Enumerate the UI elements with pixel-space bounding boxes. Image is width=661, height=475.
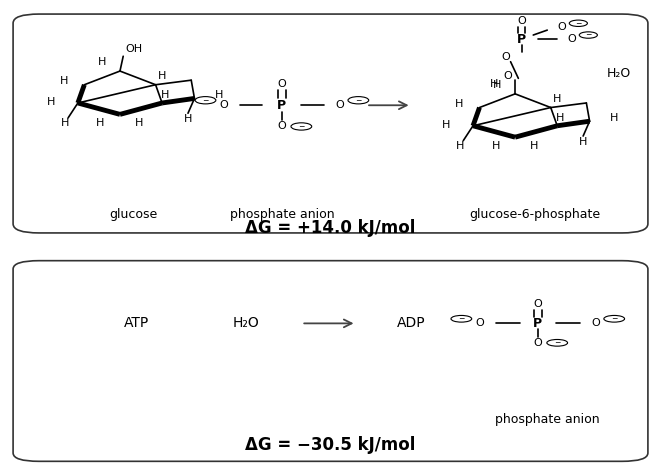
Text: H: H bbox=[158, 71, 167, 81]
Text: glucose-6-phosphate: glucose-6-phosphate bbox=[469, 208, 600, 221]
Text: O: O bbox=[592, 318, 600, 328]
Text: OH: OH bbox=[125, 44, 142, 55]
Text: −: − bbox=[575, 19, 582, 28]
Text: −: − bbox=[585, 30, 592, 39]
Text: O: O bbox=[278, 122, 286, 132]
Text: O: O bbox=[533, 338, 542, 348]
Text: −: − bbox=[554, 338, 561, 347]
Text: H: H bbox=[136, 118, 143, 129]
Text: ADP: ADP bbox=[397, 316, 426, 331]
Text: P: P bbox=[517, 33, 526, 46]
Text: −: − bbox=[298, 122, 305, 131]
Text: H: H bbox=[161, 90, 169, 100]
Text: H: H bbox=[61, 118, 69, 129]
Text: P: P bbox=[278, 99, 286, 112]
Text: H: H bbox=[490, 78, 498, 89]
Text: H: H bbox=[184, 114, 192, 124]
Text: H₂O: H₂O bbox=[607, 67, 631, 80]
Text: H₂O: H₂O bbox=[233, 316, 260, 331]
Text: H: H bbox=[98, 57, 106, 67]
Text: H: H bbox=[442, 120, 450, 130]
Text: H: H bbox=[46, 97, 55, 107]
Text: ΔG = −30.5 kJ/mol: ΔG = −30.5 kJ/mol bbox=[245, 436, 416, 454]
Text: H: H bbox=[493, 80, 501, 90]
Text: O: O bbox=[501, 52, 510, 62]
Text: O: O bbox=[475, 318, 484, 328]
Text: phosphate anion: phosphate anion bbox=[495, 413, 600, 426]
Text: O: O bbox=[219, 100, 228, 110]
Text: P: P bbox=[533, 317, 543, 330]
Text: H: H bbox=[492, 141, 500, 152]
Text: H: H bbox=[215, 90, 223, 100]
Text: O: O bbox=[567, 34, 576, 44]
Text: O: O bbox=[503, 71, 512, 81]
FancyBboxPatch shape bbox=[13, 14, 648, 233]
Text: O: O bbox=[278, 79, 286, 89]
Text: O: O bbox=[533, 299, 542, 309]
Text: −: − bbox=[458, 314, 465, 323]
Text: H: H bbox=[530, 141, 539, 152]
Text: −: − bbox=[202, 96, 209, 105]
Text: H: H bbox=[456, 141, 464, 152]
Text: H: H bbox=[610, 113, 619, 123]
Text: phosphate anion: phosphate anion bbox=[229, 208, 334, 221]
Text: −: − bbox=[355, 96, 362, 105]
Text: H: H bbox=[557, 113, 564, 123]
Text: H: H bbox=[455, 99, 463, 109]
Text: H: H bbox=[59, 76, 68, 86]
Text: O: O bbox=[336, 100, 344, 110]
Text: glucose: glucose bbox=[109, 208, 157, 221]
Text: ATP: ATP bbox=[124, 316, 149, 331]
Text: O: O bbox=[557, 22, 566, 32]
Text: O: O bbox=[517, 16, 526, 26]
Text: H: H bbox=[553, 94, 561, 104]
Text: H: H bbox=[579, 137, 588, 147]
Text: H: H bbox=[97, 118, 104, 129]
Text: −: − bbox=[611, 314, 617, 323]
FancyBboxPatch shape bbox=[13, 261, 648, 461]
Text: ΔG = +14.0 kJ/mol: ΔG = +14.0 kJ/mol bbox=[245, 219, 416, 238]
